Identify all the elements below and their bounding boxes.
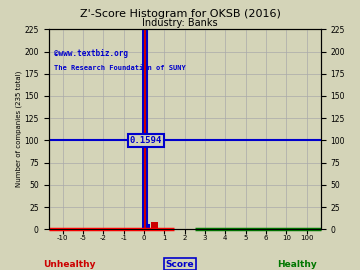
Text: 0.1594: 0.1594 [130,136,162,145]
Bar [144,29,147,229]
Text: Industry: Banks: Industry: Banks [142,18,218,28]
Text: Healthy: Healthy [277,260,317,269]
Y-axis label: Number of companies (235 total): Number of companies (235 total) [15,71,22,187]
Text: ©www.textbiz.org: ©www.textbiz.org [54,49,128,58]
Bar [147,224,150,229]
Text: Unhealthy: Unhealthy [43,260,96,269]
Bar [142,29,146,229]
Text: The Research Foundation of SUNY: The Research Foundation of SUNY [54,65,186,71]
Text: Score: Score [166,260,194,269]
Text: Z'-Score Histogram for OKSB (2016): Z'-Score Histogram for OKSB (2016) [80,9,280,19]
Bar [150,222,158,229]
